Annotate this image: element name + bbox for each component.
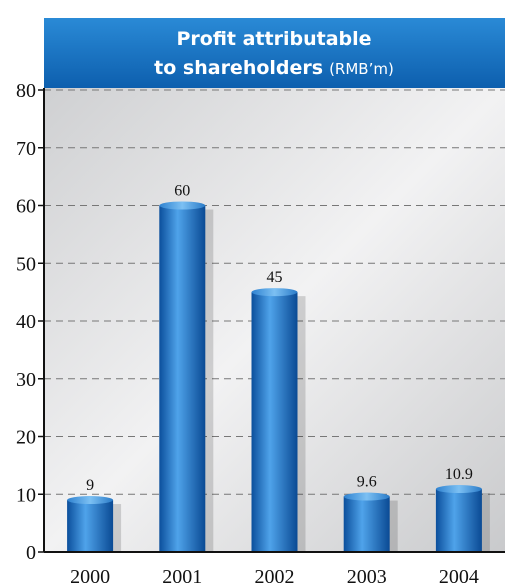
- title-box: [44, 18, 505, 88]
- bar: [343, 496, 390, 552]
- bar: [251, 292, 298, 552]
- x-tick-label: 2004: [439, 566, 479, 586]
- value-label: 45: [267, 269, 283, 286]
- y-tick-label: 50: [16, 253, 36, 275]
- y-tick-label: 20: [16, 427, 36, 449]
- chart-title: to shareholders (RMB’m): [154, 57, 394, 79]
- y-tick-label: 10: [16, 484, 36, 506]
- bar-top: [67, 496, 114, 505]
- x-tick-label: 2002: [255, 566, 295, 586]
- bar-top: [159, 201, 206, 210]
- value-label: 10.9: [445, 466, 473, 483]
- bar: [67, 500, 114, 552]
- x-tick-label: 2003: [347, 566, 387, 586]
- x-tick-label: 2001: [162, 566, 202, 586]
- x-tick-label: 2000: [70, 566, 110, 586]
- bar-top: [343, 492, 390, 501]
- chart-title: to shareholders: [154, 57, 323, 79]
- bar: [159, 205, 206, 552]
- y-tick-label: 0: [26, 542, 36, 564]
- value-label: 9: [86, 477, 94, 494]
- value-label: 9.6: [357, 474, 377, 491]
- bar-top: [251, 288, 298, 297]
- unit-label: (RMB’m): [329, 60, 394, 78]
- bar: [435, 489, 482, 552]
- bar-top: [435, 485, 482, 494]
- value-label: 60: [174, 183, 190, 200]
- y-tick-label: 40: [16, 311, 36, 333]
- y-tick-label: 60: [16, 196, 36, 218]
- chart-title: Profit attributable: [176, 28, 371, 50]
- y-tick-label: 80: [16, 80, 36, 102]
- y-tick-label: 70: [16, 138, 36, 160]
- y-tick-label: 30: [16, 369, 36, 391]
